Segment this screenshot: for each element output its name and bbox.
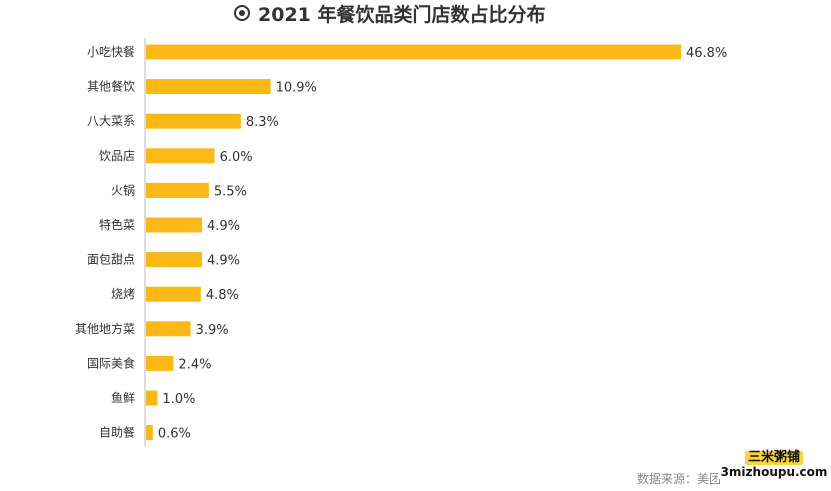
value-label: 4.8% <box>206 288 239 303</box>
bar <box>146 217 203 233</box>
watermark-name: 三米粥铺 <box>744 451 803 465</box>
bar <box>146 44 681 60</box>
bar <box>146 113 241 129</box>
category-label: 自助餐 <box>99 425 135 440</box>
bar <box>146 321 191 337</box>
target-icon <box>234 5 250 21</box>
value-label: 0.6% <box>158 427 191 442</box>
category-label: 面包甜点 <box>87 253 135 267</box>
value-label: 1.0% <box>162 392 195 407</box>
value-label: 6.0% <box>220 150 253 165</box>
value-label: 4.9% <box>207 254 240 269</box>
category-label: 鱼鲜 <box>111 391 135 405</box>
bar <box>146 182 209 198</box>
chart-title: 2021 年餐饮品类门店数占比分布 <box>234 0 546 26</box>
data-source-note: 数据来源：美团 <box>637 472 722 486</box>
bar <box>146 425 153 441</box>
category-label: 火锅 <box>111 182 135 197</box>
category-label: 国际美食 <box>87 355 135 370</box>
bar <box>146 355 174 371</box>
category-label: 饮品店 <box>99 149 135 163</box>
category-label: 烧烤 <box>111 286 135 301</box>
category-label: 八大菜系 <box>87 114 135 128</box>
category-label: 其他餐饮 <box>87 79 135 94</box>
value-label: 5.5% <box>214 184 247 199</box>
value-label: 8.3% <box>246 115 279 130</box>
category-label: 其他地方菜 <box>75 321 135 336</box>
watermark-url: 3mizhoupu.com <box>718 465 830 479</box>
bar <box>146 79 271 95</box>
value-label: 4.9% <box>207 219 240 234</box>
bar <box>146 286 201 302</box>
category-label: 小吃快餐 <box>87 44 135 59</box>
bar <box>146 390 158 406</box>
watermark: 三米粥铺 3mizhoupu.com <box>718 449 830 479</box>
value-label: 2.4% <box>178 357 211 372</box>
value-label: 46.8% <box>686 46 727 61</box>
bar <box>146 252 203 268</box>
category-label: 特色菜 <box>99 217 135 232</box>
value-label: 3.9% <box>196 323 229 338</box>
bar <box>146 148 215 164</box>
value-label: 10.9% <box>276 81 317 96</box>
chart-title-text: 2021 年餐饮品类门店数占比分布 <box>258 3 546 26</box>
